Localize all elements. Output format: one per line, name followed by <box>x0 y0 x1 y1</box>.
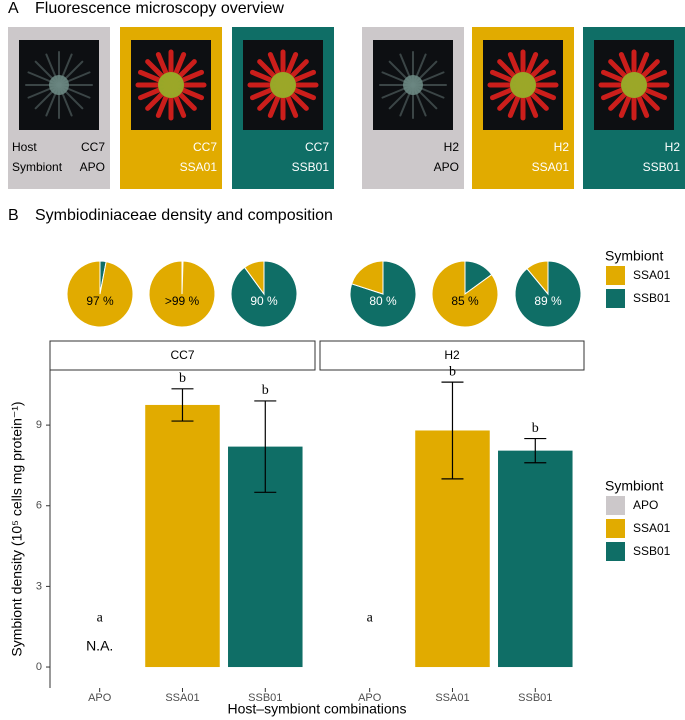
legend-label: SSA01 <box>633 268 671 282</box>
significance-letter: b <box>449 364 456 379</box>
tile-symbiont: SSB01 <box>292 160 330 174</box>
tile-host: CC7 <box>305 140 329 154</box>
facet-strip <box>49 340 316 371</box>
legend-key <box>606 289 625 308</box>
legend-label: SSA01 <box>633 521 671 535</box>
pie-slice <box>526 260 549 296</box>
symbiont-label: Symbiont <box>12 160 63 174</box>
pie-label: 97 % <box>86 294 114 308</box>
micrograph-detail <box>135 49 207 121</box>
significance-letter: b <box>532 421 539 436</box>
oral-disc <box>270 72 296 98</box>
bar <box>145 404 220 668</box>
pie-label: >99 % <box>165 294 200 308</box>
x-tick-label: SSA01 <box>435 692 469 704</box>
panel-title: Symbiodiniaceae density and composition <box>35 207 333 224</box>
pie-slice <box>243 260 265 296</box>
x-tick-label: APO <box>88 692 112 704</box>
legend-label: SSB01 <box>633 291 671 305</box>
facet-strip <box>319 340 585 371</box>
micrograph-detail <box>25 51 93 119</box>
panel-label: B <box>8 207 19 224</box>
x-tick-label: SSB01 <box>248 692 282 704</box>
legend-title: Symbiont <box>605 248 663 264</box>
legend-key <box>606 496 625 515</box>
oral-disc <box>49 75 69 95</box>
significance-letter: a <box>367 610 374 625</box>
pie-label: 90 % <box>250 294 278 308</box>
legend-key <box>606 519 625 538</box>
bar <box>498 450 573 668</box>
oral-disc <box>403 75 423 95</box>
tile-symbiont: SSA01 <box>532 160 570 174</box>
tile-host: H2 <box>554 140 570 154</box>
tile-host: CC7 <box>193 140 217 154</box>
pie-slice <box>350 260 384 295</box>
tile-host: H2 <box>444 140 460 154</box>
tile-symbiont: APO <box>80 160 105 174</box>
x-tick-label: APO <box>358 692 382 704</box>
micrograph-detail <box>247 49 319 121</box>
pie-label: 80 % <box>369 294 397 308</box>
y-tick-label: 0 <box>36 661 42 673</box>
y-tick-label: 3 <box>36 580 42 592</box>
significance-letter: b <box>179 371 186 386</box>
x-axis-title: Host–symbiont combinations <box>228 701 407 717</box>
pie-slice <box>148 260 216 328</box>
micrograph-detail <box>379 51 447 119</box>
micrograph-detail <box>598 49 670 121</box>
panel-label: A <box>8 0 19 17</box>
oral-disc <box>510 72 536 98</box>
significance-letter: b <box>262 383 269 398</box>
tile-host: CC7 <box>81 140 105 154</box>
y-axis-title: Symbiont density (10⁵ cells mg protein⁻¹… <box>9 401 25 656</box>
x-tick-label: SSB01 <box>518 692 552 704</box>
tile-host: H2 <box>665 140 681 154</box>
pie-slice <box>431 260 499 328</box>
legend-key <box>606 266 625 285</box>
y-tick-label: 9 <box>36 419 42 431</box>
legend-title: Symbiont <box>605 478 663 494</box>
significance-letter: a <box>97 610 104 625</box>
value-label: N.A. <box>86 638 113 654</box>
x-tick-label: SSA01 <box>165 692 199 704</box>
tile-symbiont: SSA01 <box>180 160 218 174</box>
tile-symbiont: SSB01 <box>643 160 681 174</box>
legend-label: APO <box>633 498 658 512</box>
tile-symbiont: APO <box>434 160 459 174</box>
host-label: Host <box>12 140 37 154</box>
pie-label: 89 % <box>534 294 562 308</box>
legend-key <box>606 542 625 561</box>
facet-label: H2 <box>444 348 460 362</box>
micrograph-detail <box>487 49 559 121</box>
pie-slice <box>66 260 134 328</box>
pie-label: 85 % <box>451 294 479 308</box>
panel-title: Fluorescence microscopy overview <box>35 0 284 17</box>
facet-label: CC7 <box>170 348 194 362</box>
oral-disc <box>158 72 184 98</box>
legend-label: SSB01 <box>633 544 671 558</box>
oral-disc <box>621 72 647 98</box>
y-tick-label: 6 <box>36 500 42 512</box>
